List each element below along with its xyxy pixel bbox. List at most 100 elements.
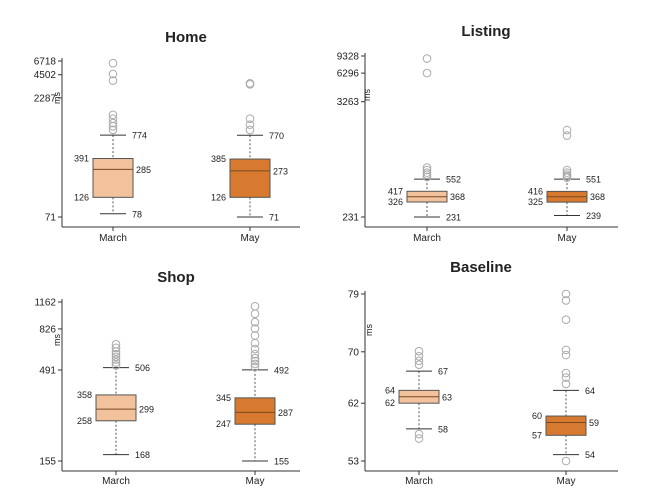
whisker-low-label: 71 — [269, 213, 279, 223]
whisker-high-label: 492 — [274, 365, 289, 375]
q3-label: 358 — [77, 390, 92, 400]
q3-label: 64 — [385, 385, 395, 395]
whisker-low-label: 54 — [585, 450, 595, 460]
outlier-point — [414, 434, 424, 443]
outlier-point — [414, 360, 424, 369]
category-label: May — [557, 476, 576, 487]
outlier-point — [561, 350, 571, 360]
outlier-point — [561, 373, 571, 382]
outlier-point — [108, 118, 118, 128]
outlier-point — [108, 125, 118, 135]
outlier-point — [422, 165, 432, 175]
category-label: March — [99, 233, 127, 244]
q1-label: 126 — [74, 192, 89, 202]
q1-label: 57 — [532, 430, 542, 440]
outlier-point — [250, 362, 260, 372]
median-label: 63 — [442, 392, 452, 402]
iqr-box — [234, 397, 276, 425]
panel-title: Baseline — [450, 259, 512, 276]
outlier-point — [250, 356, 260, 366]
category-label: May — [558, 233, 577, 244]
outlier-point — [111, 361, 121, 370]
y-tick-label: 62 — [348, 399, 360, 410]
iqr-box — [545, 415, 587, 436]
iqr-box — [229, 158, 271, 198]
outlier-point — [245, 79, 255, 88]
median-label: 285 — [136, 165, 151, 175]
box-may: May 64 54 59 60 57 — [532, 289, 599, 487]
outlier-point — [250, 344, 260, 354]
q1-label: 247 — [216, 419, 231, 429]
outlier-point — [561, 289, 571, 299]
y-axis-label: ms — [364, 324, 374, 336]
y-tick-label: 4502 — [34, 70, 57, 81]
y-tick-label: 1162 — [34, 298, 56, 309]
outlier-point — [245, 120, 255, 129]
outlier-point — [111, 358, 121, 367]
outlier-point — [250, 324, 260, 333]
q1-label: 325 — [528, 197, 543, 207]
median-label: 287 — [278, 408, 293, 418]
median-label: 299 — [139, 405, 154, 415]
y-tick-label: 6718 — [34, 57, 57, 68]
y-tick-label: 491 — [39, 365, 56, 376]
outlier-point — [414, 346, 424, 356]
outlier-point — [561, 296, 571, 305]
whisker-low-label: 78 — [132, 209, 142, 219]
box-march: March 774 78 285 391 126 — [74, 58, 151, 244]
median-label: 59 — [589, 418, 599, 428]
y-tick-label: 70 — [348, 347, 360, 358]
q1-label: 326 — [388, 197, 403, 207]
category-label: May — [241, 233, 260, 244]
panel-home: Homems71228745026718March77478285391126M… — [34, 29, 300, 244]
outlier-point — [561, 456, 571, 466]
panel-baseline: Baseline ms 53 62 70 79 March 67 58 63 64 62 May 64 54… — [348, 259, 618, 487]
outlier-point — [250, 331, 260, 340]
median-label: 273 — [273, 166, 288, 176]
q3-label: 416 — [528, 186, 543, 196]
whisker-high-label: 552 — [446, 175, 461, 185]
y-tick-label: 2287 — [34, 93, 57, 104]
outlier-point — [562, 131, 572, 140]
whisker-high-label: 551 — [586, 175, 601, 185]
median-label: 368 — [590, 192, 605, 202]
box-may: May 770 71 273 385 126 — [211, 79, 288, 244]
median-label: 368 — [450, 192, 465, 202]
y-tick-label: 53 — [348, 457, 360, 468]
q1-label: 126 — [211, 192, 226, 202]
y-tick-label: 9328 — [337, 52, 360, 63]
whisker-high-label: 506 — [135, 363, 150, 373]
panel-listing: Listing ms 231 3263 6296 9328 March 552 231 368 41… — [337, 23, 618, 244]
q3-label: 385 — [211, 154, 226, 164]
outlier-point — [245, 114, 255, 123]
panel-title: Listing — [461, 23, 510, 40]
whisker-low-label: 58 — [438, 424, 448, 434]
whisker-low-label: 168 — [135, 450, 150, 460]
iqr-box — [95, 394, 137, 422]
y-axis-label: ms — [362, 89, 372, 101]
outlier-point — [414, 356, 424, 366]
whisker-high-label: 770 — [269, 131, 284, 141]
outlier-point — [422, 168, 432, 177]
panel-title: Home — [165, 29, 207, 46]
outlier-point — [111, 343, 121, 353]
outlier-point — [250, 359, 260, 369]
box-march: March 506 168 299 358 258 — [77, 339, 154, 487]
outlier-point — [561, 315, 571, 324]
y-tick-label: 79 — [348, 290, 360, 301]
q1-label: 258 — [77, 416, 92, 426]
outlier-point — [414, 429, 424, 439]
outlier-point — [111, 349, 121, 359]
outlier-point — [250, 349, 260, 359]
y-tick-label: 231 — [342, 213, 359, 224]
y-tick-label: 6296 — [337, 69, 360, 80]
outlier-point — [108, 69, 118, 79]
outlier-point — [562, 168, 572, 177]
outlier-point — [561, 345, 571, 355]
outlier-point — [422, 172, 432, 182]
iqr-box — [92, 158, 134, 198]
q3-label: 417 — [388, 186, 403, 196]
box-may: May 492 155 287 345 247 — [216, 302, 293, 487]
